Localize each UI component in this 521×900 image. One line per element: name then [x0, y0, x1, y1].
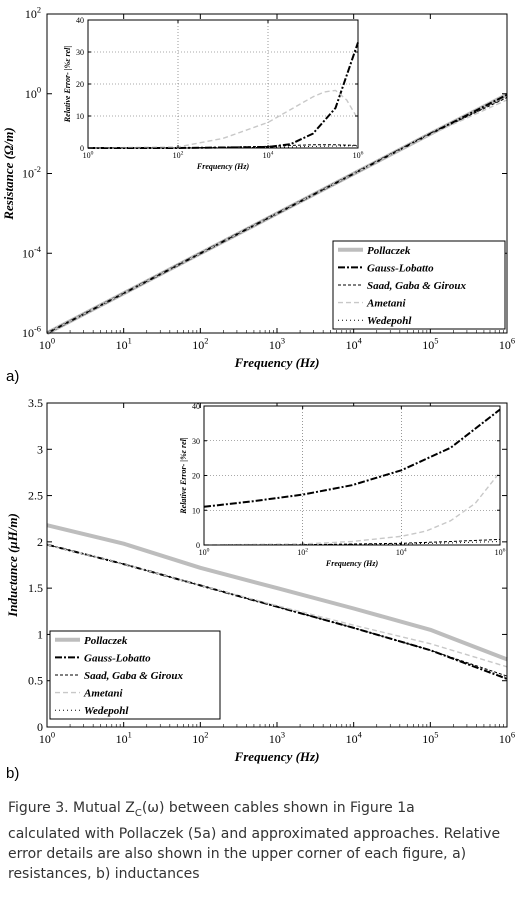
caption-line1: Figure 3. Mutual Z [8, 800, 135, 816]
main-a-x-axis-label: Frequency (Hz) [234, 355, 320, 370]
caption-sub: C [134, 807, 142, 819]
main-a-y-tick-label: 100 [25, 85, 41, 100]
main-b-y-tick-label: 1.5 [28, 581, 43, 595]
inset-b-series-gauss-lobatto [203, 408, 501, 508]
caption-line1b: (ω) between cables shown in Figure 1a [141, 800, 415, 816]
inset-a-x-tick-label: 104 [263, 150, 274, 160]
inset-b-x-tick-label: 104 [396, 547, 407, 557]
inset-a-y-tick-label: 30 [76, 48, 84, 57]
main-b-y-axis-label: Inductance (μH/m) [5, 513, 20, 618]
legend-entry: Saad, Gaba & Giroux [367, 280, 467, 292]
legend-box [332, 240, 506, 330]
main-b-x-tick-label: 105 [422, 731, 438, 746]
main-b-x-tick-label: 101 [116, 731, 132, 746]
legend-entry: Wedepohl [84, 705, 129, 717]
legend-entry: Pollaczek [367, 245, 411, 257]
main-b-series-pollaczek [46, 523, 508, 662]
legend-entry: Wedepohl [367, 315, 412, 327]
main-a-x-tick-label: 100 [39, 337, 55, 352]
main-a-x-tick-label: 104 [346, 337, 363, 352]
main-a-y-tick-label: 10-4 [22, 245, 42, 260]
main-a-series-saad-gaba-giroux [46, 97, 508, 334]
main-b-x-axis-label: Frequency (Hz) [234, 749, 320, 764]
inset-b-y-tick-label: 40 [192, 402, 200, 411]
main-b-series-ametani [46, 543, 508, 668]
main-a-x-tick-label: 105 [422, 337, 438, 352]
inset-a-series-ametani [87, 89, 359, 149]
inset-b-x-tick-label: 106 [495, 547, 506, 557]
main-a-y-tick-label: 102 [25, 6, 41, 21]
main-a-y-tick-label: 10-6 [22, 325, 41, 340]
legend-entry: Gauss-Lobatto [84, 652, 151, 664]
inset-a-y-axis-label: Relative Error- |%ε rel| [63, 46, 72, 124]
legend-a: Pollaczek Gauss-Lobatto Saad, Gaba & Girou… [332, 240, 506, 330]
inset-b-x-tick-label: 100 [199, 547, 210, 557]
legend-entry: Saad, Gaba & Giroux [84, 670, 184, 682]
legend-entry: Ametani [366, 298, 406, 310]
main-a-x-tick-label: 106 [499, 337, 515, 352]
main-b-y-tick-label: 3.5 [28, 396, 43, 410]
main-b-y-tick-label: 1 [37, 627, 43, 641]
inset-b-y-tick-label: 0 [196, 541, 200, 550]
legend-box [49, 630, 221, 720]
inset-a-y-tick-label: 10 [76, 112, 84, 121]
figure-caption: Figure 3. Mutual ZC(ω) between cables sh… [8, 798, 513, 884]
inset-a-y-tick-label: 0 [80, 144, 84, 153]
main-b-x-tick-label: 104 [346, 731, 363, 746]
inset-b-x-tick-label: 102 [297, 547, 308, 557]
caption-rest: calculated with Pollaczek (5a) and appro… [8, 825, 501, 882]
main-a-x-tick-label: 102 [192, 337, 208, 352]
main-a-series-ametani [46, 99, 508, 334]
inset-a-x-tick-label: 100 [83, 150, 94, 160]
main-b-y-tick-label: 0.5 [28, 674, 43, 688]
inset-a-y-tick-label: 20 [76, 80, 84, 89]
main-b-x-tick-label: 103 [269, 731, 285, 746]
inset-b-y-tick-label: 10 [192, 506, 200, 515]
inset-a-x-tick-label: 102 [173, 150, 184, 160]
main-b-x-tick-label: 100 [39, 731, 55, 746]
inset-a-series-gauss-lobatto [88, 42, 359, 149]
main-b-series-saad-gaba-giroux [46, 544, 508, 677]
inset-b-y-tick-label: 30 [192, 437, 200, 446]
main-b-y-tick-label: 2.5 [28, 489, 43, 503]
legend-entry: Gauss-Lobatto [367, 262, 434, 274]
inset-b-series-ametani [203, 471, 501, 546]
inset-a-y-tick-label: 40 [76, 16, 84, 25]
inset-a-x-axis-label: Frequency (Hz) [196, 162, 250, 171]
inset-a-x-tick-label: 106 [353, 150, 364, 160]
main-a-y-tick-label: 10-2 [22, 165, 41, 180]
inset-b-y-tick-label: 20 [192, 472, 200, 481]
main-b-x-tick-label: 102 [192, 731, 208, 746]
main-b-x-tick-label: 106 [499, 731, 515, 746]
main-b-y-tick-label: 0 [37, 720, 43, 734]
legend-entry: Ametani [83, 688, 123, 700]
figure: 100 101 102 103 104 105 10610-610-410-2100102F… [1, 6, 515, 764]
main-a-x-tick-label: 103 [269, 337, 285, 352]
panel-label-b: b) [6, 765, 20, 782]
legend-b: Pollaczek Gauss-Lobatto Saad, Gaba & Girou… [49, 630, 221, 720]
legend-entry: Pollaczek [84, 635, 128, 647]
inset-b-y-axis-label: Relative Error- |%ε rel| [179, 437, 188, 515]
main-b-series-gauss-lobatto [46, 543, 508, 680]
main-a-series-wedepohl [46, 96, 508, 334]
main-b-y-tick-label: 2 [37, 535, 43, 549]
panel-label-a: a) [6, 368, 20, 385]
main-a-y-axis-label: Resistance (Ω/m) [1, 127, 16, 220]
main-a-x-tick-label: 101 [116, 337, 132, 352]
inset-b-x-axis-label: Frequency (Hz) [325, 559, 379, 568]
main-b-y-tick-label: 3 [37, 442, 43, 456]
